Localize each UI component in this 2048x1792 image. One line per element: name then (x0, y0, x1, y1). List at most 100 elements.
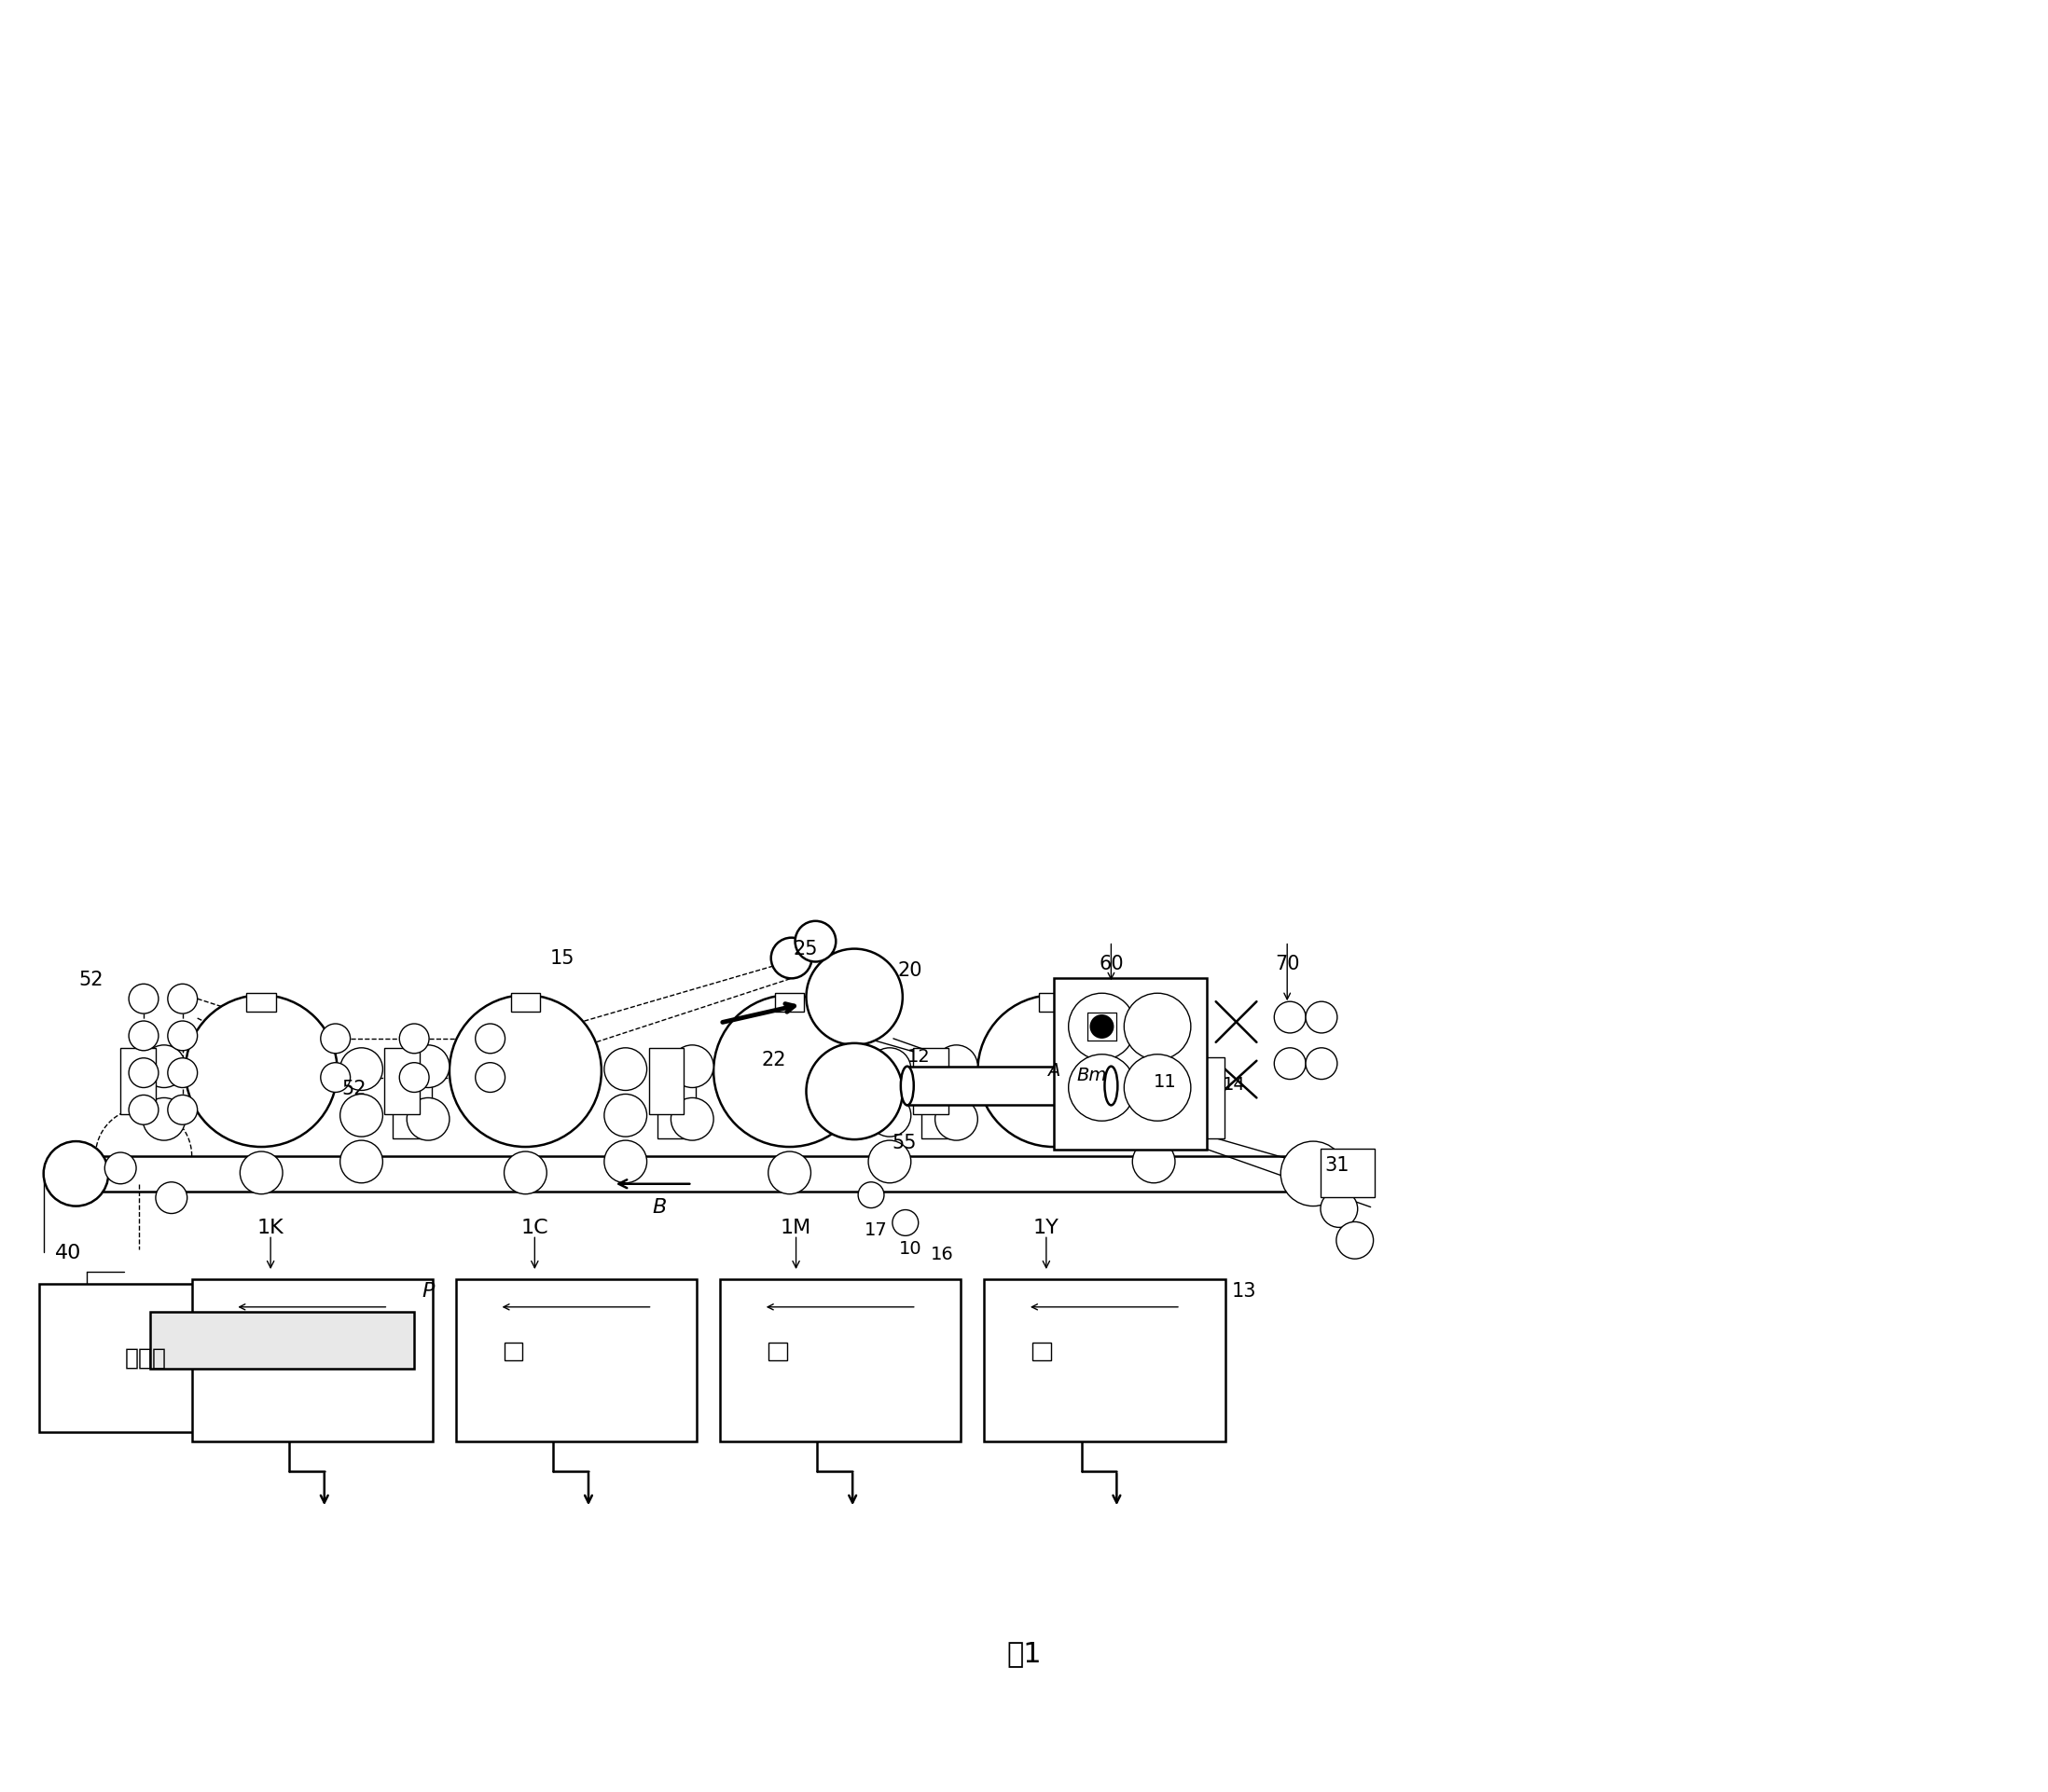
Circle shape (977, 995, 1130, 1147)
Circle shape (604, 1048, 647, 1090)
Text: 31: 31 (1325, 1156, 1350, 1176)
Circle shape (1124, 1054, 1190, 1122)
Text: 20: 20 (897, 962, 924, 980)
Bar (193, 1279, 432, 1441)
Circle shape (168, 1021, 197, 1050)
Circle shape (408, 1045, 449, 1088)
Bar (774, 993, 805, 1012)
Text: 55: 55 (891, 1134, 915, 1152)
Bar (768, 1342, 786, 1360)
Circle shape (408, 1098, 449, 1140)
Circle shape (1133, 1140, 1176, 1183)
Text: A: A (1047, 1063, 1061, 1081)
Circle shape (770, 937, 811, 978)
Circle shape (858, 1183, 885, 1208)
Circle shape (143, 1098, 184, 1140)
Circle shape (795, 921, 836, 962)
Text: 52: 52 (80, 971, 104, 989)
Circle shape (672, 1098, 713, 1140)
Text: 17: 17 (864, 1222, 887, 1238)
Bar (1032, 1342, 1051, 1360)
Bar (246, 993, 276, 1012)
Text: 40: 40 (55, 1244, 82, 1263)
Circle shape (168, 984, 197, 1014)
Circle shape (168, 1095, 197, 1125)
Circle shape (156, 1183, 186, 1213)
Text: 14: 14 (1223, 1075, 1245, 1093)
Circle shape (713, 995, 866, 1147)
Bar (1321, 1149, 1374, 1197)
Circle shape (868, 1048, 911, 1090)
Bar (510, 993, 541, 1012)
Circle shape (340, 1140, 383, 1183)
Circle shape (868, 1095, 911, 1136)
Text: 12: 12 (907, 1048, 930, 1066)
Text: 25: 25 (793, 939, 817, 959)
Circle shape (1307, 1048, 1337, 1079)
Circle shape (143, 1045, 184, 1088)
Text: 1Y: 1Y (1034, 1219, 1059, 1238)
Text: Bm: Bm (1077, 1066, 1108, 1084)
Circle shape (475, 1063, 506, 1093)
Bar (39, 1283, 252, 1432)
Circle shape (807, 948, 903, 1045)
Circle shape (129, 1095, 158, 1125)
Circle shape (504, 1152, 547, 1193)
Circle shape (868, 1140, 911, 1183)
Bar (907, 1066, 1112, 1106)
Circle shape (104, 1152, 137, 1185)
Bar (985, 1279, 1225, 1441)
Text: 1K: 1K (258, 1219, 285, 1238)
Bar (649, 1048, 684, 1115)
Circle shape (672, 1045, 713, 1088)
Text: 控制器: 控制器 (125, 1348, 166, 1369)
Bar (504, 1342, 522, 1360)
Text: 22: 22 (762, 1050, 786, 1070)
Text: 1C: 1C (520, 1219, 549, 1238)
Bar (150, 1312, 414, 1369)
Circle shape (475, 1023, 506, 1054)
Circle shape (936, 1098, 977, 1140)
Circle shape (604, 1140, 647, 1183)
Circle shape (449, 995, 602, 1147)
Circle shape (936, 1045, 977, 1088)
Circle shape (1321, 1190, 1358, 1228)
Bar (1186, 1057, 1225, 1138)
Bar (721, 1279, 961, 1441)
Circle shape (399, 1023, 428, 1054)
Circle shape (1307, 1002, 1337, 1032)
Bar (457, 1279, 696, 1441)
Text: P: P (422, 1281, 434, 1301)
Circle shape (184, 995, 338, 1147)
Circle shape (340, 1048, 383, 1090)
Circle shape (1335, 1222, 1374, 1258)
Text: 图1: 图1 (1006, 1640, 1042, 1668)
Text: 16: 16 (932, 1245, 954, 1263)
Text: B: B (653, 1197, 668, 1217)
Circle shape (43, 1142, 109, 1206)
Circle shape (1069, 993, 1135, 1059)
Bar (1038, 993, 1069, 1012)
Circle shape (807, 1043, 903, 1140)
Circle shape (129, 1021, 158, 1050)
Circle shape (168, 1057, 197, 1088)
Text: 52: 52 (342, 1081, 367, 1098)
Circle shape (1092, 1016, 1112, 1038)
Bar (913, 1048, 948, 1115)
Circle shape (768, 1152, 811, 1193)
Circle shape (1274, 1002, 1307, 1032)
Bar (657, 1057, 696, 1138)
Circle shape (1133, 1048, 1176, 1090)
Circle shape (129, 984, 158, 1014)
Circle shape (604, 1095, 647, 1136)
Circle shape (1133, 1095, 1176, 1136)
Bar (121, 1048, 156, 1115)
Text: 60: 60 (1098, 955, 1124, 973)
Circle shape (399, 1063, 428, 1093)
Circle shape (893, 1210, 918, 1236)
Bar (240, 1342, 258, 1360)
Text: 11: 11 (1153, 1073, 1178, 1091)
Text: 70: 70 (1274, 955, 1300, 973)
Bar (393, 1057, 432, 1138)
Text: 13: 13 (1231, 1281, 1255, 1301)
